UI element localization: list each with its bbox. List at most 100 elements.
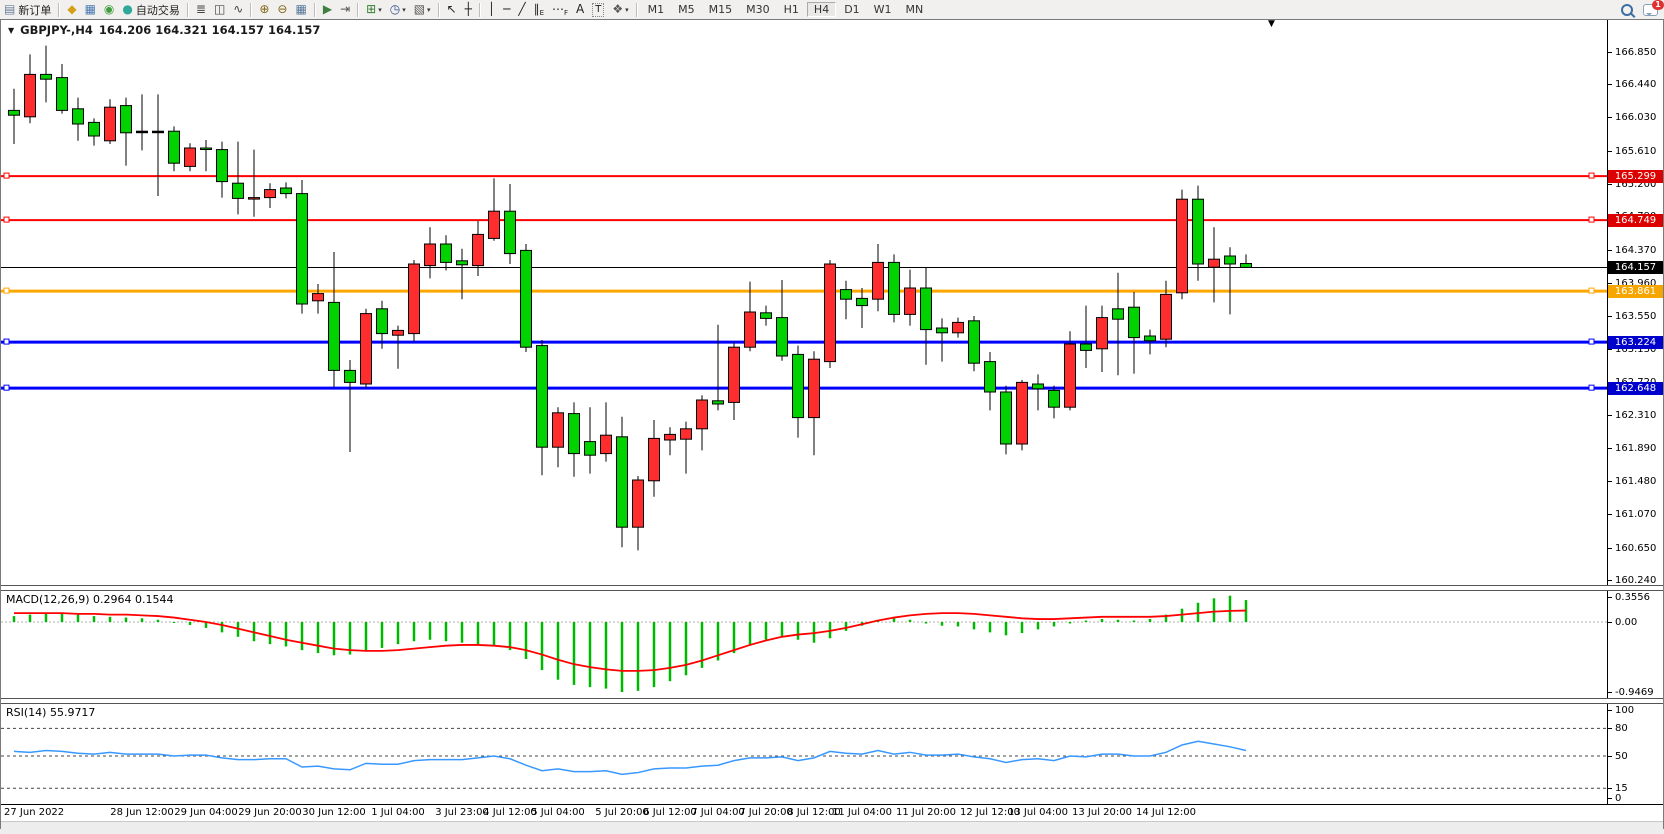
- zoom-in-button[interactable]: ⊕: [255, 1, 273, 18]
- chart-title: ▼ GBPJPY-,H4 164.206 164.321 164.157 164…: [8, 23, 320, 37]
- chevron-down-icon: ▾: [427, 5, 431, 14]
- macd-label: MACD(12,26,9) 0.2964 0.1544: [6, 593, 174, 606]
- time-label: 8 Jul 12:00: [787, 807, 841, 818]
- hline-164.749[interactable]: [1, 216, 1607, 223]
- fibonacci-icon: ⋯: [552, 2, 564, 16]
- pane-splitter[interactable]: [1, 698, 1663, 704]
- timeframe-m1-button[interactable]: M1: [647, 3, 665, 16]
- time-label: 14 Jul 12:00: [1136, 807, 1196, 818]
- zoom-in-icon: ⊕: [259, 2, 270, 16]
- rsi-scale-label: 0: [1608, 792, 1621, 804]
- candlestick-chart[interactable]: [1, 20, 1607, 585]
- line-chart-icon: ∿: [233, 2, 244, 16]
- horizontal-line-icon: ─: [503, 2, 511, 16]
- text-label-icon: T: [592, 2, 605, 17]
- line-chart-button[interactable]: ∿: [229, 1, 247, 18]
- equidistant-channel-icon: ∥: [533, 2, 540, 16]
- tile-windows-button[interactable]: ▦: [291, 1, 310, 18]
- indicators-icon: ⊞: [366, 2, 377, 16]
- rsi-pane[interactable]: RSI(14) 55.9717: [1, 704, 1607, 804]
- signals-button[interactable]: ◉: [100, 1, 118, 18]
- chevron-down-icon: ▾: [378, 5, 382, 14]
- timeframe-w1-button[interactable]: W1: [873, 3, 892, 16]
- search-icon[interactable]: [1621, 3, 1633, 16]
- timeframe-m5-button[interactable]: M5: [678, 3, 695, 16]
- vertical-line-icon: │: [487, 2, 496, 16]
- chevron-down-icon: ▾: [402, 5, 406, 14]
- candlestick-chart-button[interactable]: ◫: [210, 1, 229, 18]
- profiles-button[interactable]: ▦: [81, 1, 100, 18]
- horizontal-line-button[interactable]: ─: [499, 1, 514, 18]
- text-label-button[interactable]: T: [588, 1, 608, 18]
- market-button[interactable]: ◆: [63, 1, 80, 18]
- periods-button[interactable]: ◷ ▾: [386, 1, 410, 18]
- macd-histogram: [12, 595, 1248, 693]
- timeframe-d1-button[interactable]: D1: [844, 3, 860, 16]
- new-order-button[interactable]: ▤ 新订单: [0, 1, 55, 18]
- hline-165.299[interactable]: [1, 172, 1607, 179]
- profiles-icon: ▦: [84, 2, 96, 16]
- crosshair-button[interactable]: ┼: [461, 1, 476, 18]
- chart-ohlc: 164.206 164.321 164.157 164.157: [98, 23, 321, 37]
- macd-scale-label: -0.9469: [1608, 686, 1654, 698]
- price-tick: 165.610: [1608, 145, 1656, 157]
- rsi-scale-label: 50: [1608, 750, 1628, 762]
- macd-pane[interactable]: MACD(12,26,9) 0.2964 0.1544: [1, 591, 1607, 698]
- price-scale[interactable]: 166.850 166.440 166.030 165.610 165.200 164.7…: [1607, 20, 1663, 586]
- price-chart-pane[interactable]: ▼ GBPJPY-,H4 164.206 164.321 164.157 164…: [1, 19, 1607, 585]
- chart-window: ▼ GBPJPY-,H4 164.206 164.321 164.157 164…: [0, 19, 1664, 834]
- trendline-icon: ╱: [518, 2, 526, 16]
- timeframe-h4-button[interactable]: H4: [806, 2, 837, 17]
- price-tick: 163.960: [1608, 277, 1656, 289]
- vertical-line-button[interactable]: │: [484, 1, 499, 18]
- macd-scale[interactable]: 0.3556 0.00 -0.9469: [1607, 591, 1663, 698]
- price-tick: 161.890: [1608, 443, 1656, 455]
- time-label: 13 Jul 20:00: [1072, 807, 1132, 818]
- price-badge-162.648: 162.648: [1608, 381, 1663, 395]
- chart-menu-icon[interactable]: ▼: [8, 25, 15, 35]
- trendline-button[interactable]: ╱: [514, 1, 529, 18]
- time-label: 12 Jul 12:00: [960, 807, 1020, 818]
- templates-button[interactable]: ▧ ▾: [410, 1, 435, 18]
- timeframe-m15-button[interactable]: M15: [708, 3, 733, 16]
- notification-badge: 1: [1652, 0, 1664, 10]
- zoom-out-icon: ⊖: [277, 2, 288, 16]
- time-axis[interactable]: 27 Jun 2022 28 Jun 12:00 29 Jun 04:00 29 Ju…: [1, 804, 1663, 821]
- text-button[interactable]: A: [572, 1, 588, 18]
- text-icon: A: [576, 2, 585, 16]
- cursor-icon: ↖: [446, 2, 457, 16]
- indicators-button[interactable]: ⊞ ▾: [362, 1, 386, 18]
- rsi-scale[interactable]: 100 80 50 15 0: [1607, 704, 1663, 804]
- time-label: 27 Jun 2022: [4, 807, 65, 818]
- arrows-icon: ❖: [612, 2, 624, 16]
- fibonacci-button[interactable]: ⋯ F: [552, 2, 569, 17]
- time-label: 28 Jun 12:00: [110, 807, 174, 818]
- rsi-line: [13, 740, 1247, 776]
- rsi-scale-label: 15: [1608, 782, 1628, 794]
- hline-163.861[interactable]: [1, 287, 1607, 294]
- notifications-icon[interactable]: 1: [1643, 0, 1664, 16]
- equidistant-channel-button[interactable]: ∥ E: [533, 2, 544, 17]
- time-label: 4 Jul 12:00: [483, 807, 537, 818]
- auto-scroll-button[interactable]: ▶: [319, 1, 336, 18]
- price-tick: 161.480: [1608, 476, 1656, 488]
- price-badge-163.224: 163.224: [1608, 335, 1663, 349]
- price-tick: 164.370: [1608, 244, 1656, 256]
- timeframe-mn-button[interactable]: MN: [905, 3, 924, 16]
- autotrading-button[interactable]: ● 自动交易: [118, 1, 183, 18]
- macd-indicator: [1, 595, 1607, 693]
- timeframe-m30-button[interactable]: M30: [746, 3, 770, 16]
- arrows-button[interactable]: ❖ ▾: [608, 1, 632, 18]
- price-tick: 166.850: [1608, 46, 1656, 58]
- periods-icon: ◷: [389, 2, 401, 16]
- cursor-button[interactable]: ↖: [443, 1, 461, 18]
- time-label: 3 Jul 23:00: [435, 807, 489, 818]
- signals-icon: ◉: [103, 2, 115, 16]
- hline-163.224[interactable]: [1, 338, 1607, 345]
- bar-chart-button[interactable]: ≣: [192, 1, 210, 18]
- chart-shift-button[interactable]: ⇥: [336, 1, 354, 18]
- main-toolbar: ▤ 新订单 ◆ ▦ ◉ ● 自动交易 ≣ ◫ ∿ ⊕ ⊖ ▦ ▶ ⇥ ⊞ ▾ ◷ ▾ ▧ ▾ ↖ ┼ │ ─ ╱ ∥ E ⋯ F A T ❖…: [0, 0, 1664, 20]
- pane-splitter[interactable]: [1, 585, 1663, 591]
- zoom-out-button[interactable]: ⊖: [273, 1, 291, 18]
- timeframe-h1-button[interactable]: H1: [783, 3, 799, 16]
